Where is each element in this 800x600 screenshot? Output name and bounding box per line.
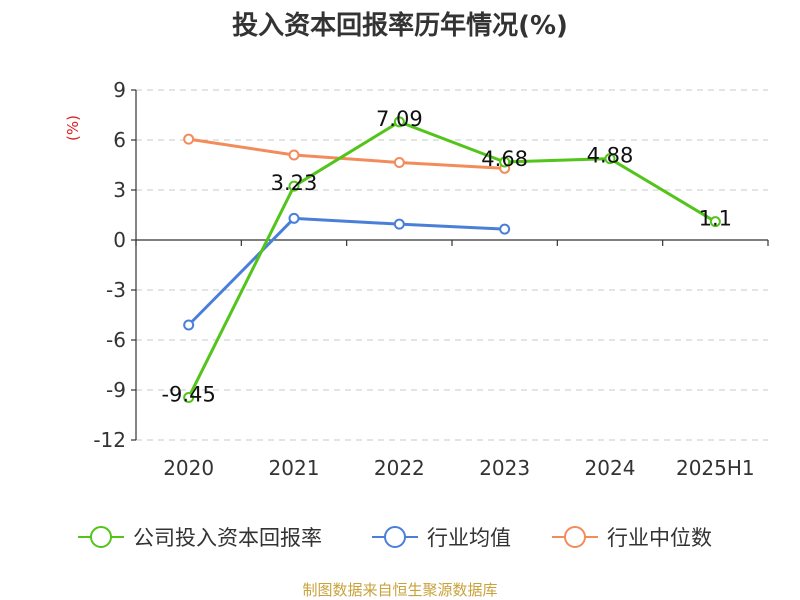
- series-line: [187, 120, 717, 399]
- data-label-layer: -9.45 3.23 7.09 4.68 4.88 1.1: [161, 107, 732, 407]
- x-tick-label: 2025H1: [676, 456, 755, 480]
- legend-marker: [384, 526, 406, 548]
- data-label: 4.88: [587, 144, 634, 168]
- legend-label: 行业均值: [427, 526, 511, 550]
- x-tick-label: 2024: [585, 456, 636, 480]
- y-tick-label: -9: [106, 378, 126, 402]
- data-point: [183, 392, 195, 403]
- data-point: [604, 153, 616, 165]
- y-tick-label: -3: [106, 278, 126, 302]
- data-label: -9.45: [161, 383, 215, 407]
- legend-marker: [564, 526, 586, 548]
- data-point: [183, 133, 195, 145]
- y-tick-label: 9: [113, 78, 126, 102]
- legend: 公司投入资本回报率 行业均值 行业中位数: [78, 526, 712, 550]
- x-tick-label: 2021: [269, 456, 320, 480]
- data-point: [288, 180, 300, 192]
- y-tick-label: 3: [113, 178, 126, 202]
- y-axis-label: (%): [64, 115, 82, 141]
- x-tick-label: 2022: [374, 456, 425, 480]
- data-point: [499, 223, 511, 235]
- y-tick-label: 6: [113, 128, 126, 152]
- y-tick-label: -12: [93, 428, 126, 452]
- axis-layer: 9 6 3 0 -3 -6 -9 -12 2020 2021 2022 2023 2024 2025H1: [93, 78, 769, 480]
- data-label: 3.23: [271, 171, 318, 195]
- x-tick-label: 2023: [479, 456, 530, 480]
- chart-title: 投入资本回报率历年情况(%): [232, 10, 568, 41]
- legend-label: 行业中位数: [607, 526, 712, 550]
- series-line: [187, 216, 505, 327]
- source-note: 制图数据来自恒生聚源数据库: [302, 581, 497, 599]
- data-label: 4.68: [481, 147, 528, 171]
- series-layer: [183, 116, 721, 403]
- data-point: [288, 212, 300, 224]
- data-point: [393, 116, 405, 128]
- legend-label: 公司投入资本回报率: [133, 526, 322, 550]
- data-point: [393, 157, 405, 168]
- series-line: [188, 137, 505, 170]
- data-label: 1.1: [699, 207, 732, 231]
- y-tick-label: -6: [106, 328, 126, 352]
- data-point: [393, 218, 405, 230]
- legend-marker: [90, 526, 112, 548]
- x-tick-label: 2020: [163, 456, 214, 480]
- data-point: [499, 156, 511, 168]
- y-tick-label: 0: [113, 228, 126, 252]
- data-label: 7.09: [376, 107, 423, 131]
- data-point: [183, 319, 195, 331]
- data-point: [709, 216, 721, 228]
- data-point: [288, 149, 300, 161]
